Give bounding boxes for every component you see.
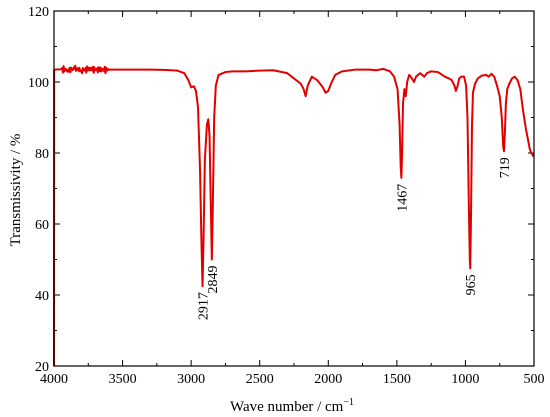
x-tick-label: 3500 <box>109 372 137 387</box>
y-axis-title: Transmissivity / % <box>8 134 24 247</box>
x-axis-title: Wave number / cm−1 <box>230 397 354 415</box>
y-tick-label: 100 <box>28 76 49 91</box>
peak-label: 719 <box>498 157 513 178</box>
y-tick-label: 60 <box>35 218 49 233</box>
x-tick-label: 1500 <box>383 372 411 387</box>
x-tick-label: 1000 <box>451 372 479 387</box>
x-axis-title-text: Wave number / cm <box>230 399 344 415</box>
spectrum-series <box>53 64 535 367</box>
peak-label: 2917 <box>197 292 212 320</box>
x-tick-label: 4000 <box>40 372 68 387</box>
peak-label: 2849 <box>206 266 221 294</box>
plot-frame <box>53 10 535 367</box>
x-tick-label: 2500 <box>246 372 274 387</box>
peak-label: 1467 <box>395 184 410 212</box>
y-tick-label: 120 <box>28 5 49 20</box>
x-tick-label: 500 <box>524 372 545 387</box>
tick-labels: 4000 3500 3000 2500 2000 1500 1000 500 20 40 60 80 1… <box>28 5 545 387</box>
peak-label: 965 <box>464 274 479 295</box>
x-tick-label: 2000 <box>314 372 342 387</box>
y-tick-label: 20 <box>35 360 49 375</box>
y-tick-label: 80 <box>35 147 49 162</box>
spectrum-line <box>53 64 535 367</box>
axis-ticks <box>53 10 535 367</box>
y-tick-label: 40 <box>35 289 49 304</box>
x-tick-label: 3000 <box>177 372 205 387</box>
x-axis-title-superscript: −1 <box>343 397 354 408</box>
plot-border <box>53 10 535 367</box>
